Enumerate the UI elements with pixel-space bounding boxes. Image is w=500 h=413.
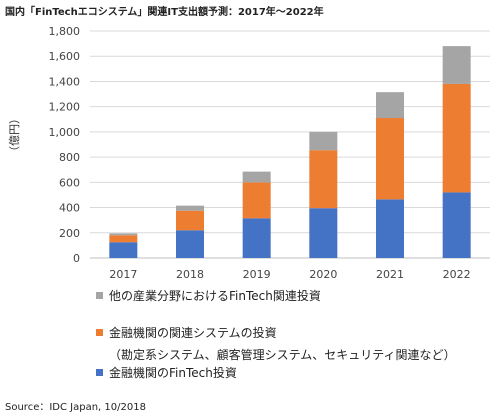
bar-segment-2019-series-2 (242, 171, 271, 183)
y-tick-label: 1,200 (49, 101, 81, 114)
bar-segment-2022-series-0 (442, 192, 471, 258)
y-tick-label: 1,600 (49, 50, 81, 63)
legend-swatch-orange (96, 329, 103, 336)
y-tick-label: 200 (59, 227, 80, 240)
y-tick-label: 0 (73, 252, 80, 265)
legend-item-other-industries: 他の産業分野におけるFinTech関連投資 (96, 287, 321, 304)
legend-item-financial-related-systems: 金融機関の関連システムの投資 （勘定系システム、顧客管理システム、セキュリティ関… (96, 324, 456, 363)
bar-segment-2021-series-1 (376, 118, 404, 200)
y-tick-label: 1,800 (49, 25, 81, 38)
y-tick-label: 600 (59, 176, 80, 189)
x-tick-label: 2021 (376, 268, 404, 281)
chart-plot: 0 200 400 600 800 1,000 1,200 1,400 1,600 1,800 2… (8, 25, 490, 281)
bar-segment-2020-series-0 (309, 208, 338, 258)
bar-segment-2021-series-2 (376, 92, 404, 119)
bar-segment-2017-series-0 (109, 242, 138, 258)
legend-note-financial-related-systems: （勘定系システム、顧客管理システム、セキュリティ関連など） (109, 348, 456, 362)
y-tick-label: 400 (59, 202, 80, 215)
grid-lines (90, 30, 490, 259)
bar-segment-2021-series-0 (376, 199, 404, 258)
legend-swatch-blue (96, 369, 103, 376)
bar-segment-2017-series-1 (109, 235, 138, 243)
bars (109, 46, 471, 258)
bar-segment-2020-series-1 (309, 150, 338, 209)
bar-segment-2017-series-2 (109, 233, 138, 236)
x-tick-label: 2019 (243, 268, 271, 281)
y-axis-label: （億円） (8, 113, 21, 157)
legend-swatch-gray (96, 292, 103, 299)
bar-segment-2020-series-2 (309, 131, 338, 151)
bar-segment-2022-series-1 (442, 83, 471, 193)
bar-segment-2019-series-0 (242, 218, 271, 258)
bar-segment-2018-series-2 (176, 205, 204, 211)
y-tick-label: 1,000 (49, 126, 81, 139)
y-tick-label: 1,400 (49, 75, 81, 88)
bar-segment-2018-series-1 (176, 210, 204, 231)
source-note: Source：IDC Japan, 10/2018 (5, 402, 146, 413)
legend-label-other-industries: 他の産業分野におけるFinTech関連投資 (109, 289, 321, 303)
legend-label-financial-related-systems: 金融機関の関連システムの投資 (109, 326, 277, 340)
bar-segment-2022-series-2 (442, 46, 471, 84)
y-tick-label: 800 (59, 151, 80, 164)
legend-item-financial-fintech: 金融機関のFinTech投資 (96, 364, 237, 381)
x-tick-label: 2022 (443, 268, 471, 281)
bar-segment-2018-series-0 (176, 230, 204, 258)
y-axis-ticks: 0 200 400 600 800 1,000 1,200 1,400 1,600 1,800 (49, 25, 81, 265)
x-tick-label: 2018 (176, 268, 204, 281)
bar-segment-2019-series-1 (242, 182, 271, 219)
x-tick-label: 2017 (109, 268, 137, 281)
x-axis-ticks: 2017 2018 2019 2020 2021 2022 (109, 268, 470, 281)
x-tick-label: 2020 (309, 268, 337, 281)
chart-title: 国内「FinTechエコシステム」関連IT支出額予測：2017年〜2022年 (5, 7, 324, 18)
legend-label-financial-fintech: 金融機関のFinTech投資 (109, 366, 237, 380)
